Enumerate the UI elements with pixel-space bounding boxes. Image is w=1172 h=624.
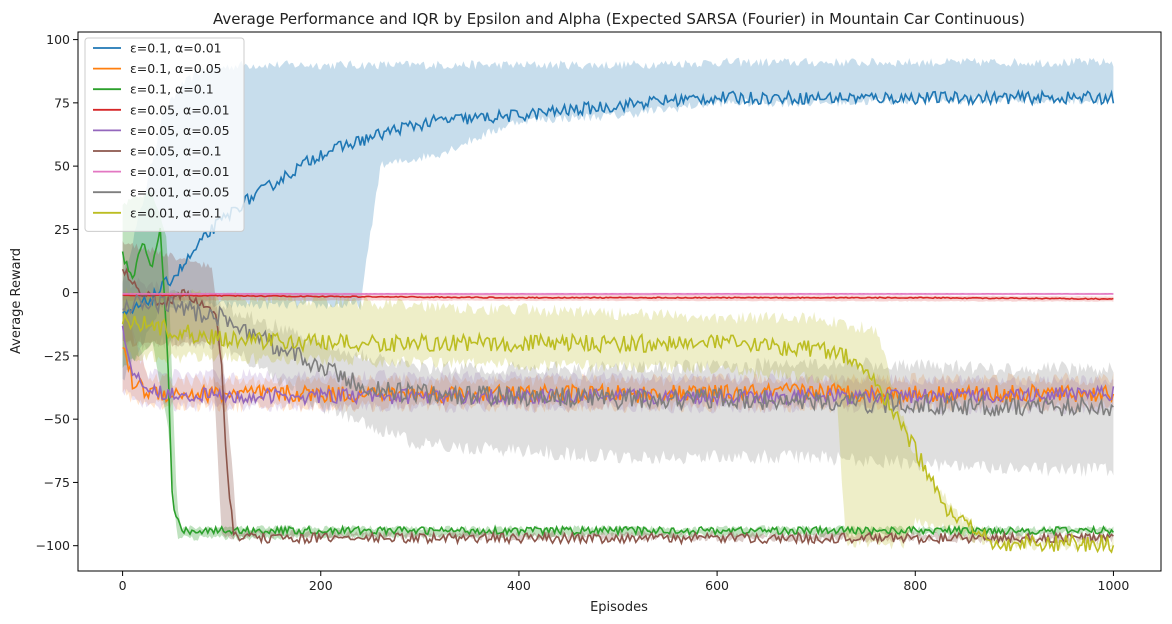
y-tick-label: 100 [46,32,70,47]
x-tick-label: 1000 [1098,578,1130,593]
iqr-band-5 [122,241,1114,545]
legend-label-2: ε=0.1, α=0.1 [130,82,214,97]
x-axis-title: Episodes [590,600,648,615]
series-line-5 [121,267,1114,546]
iqr-band-1 [122,309,1114,414]
legend-label-4: ε=0.05, α=0.05 [130,123,230,138]
legend-label-3: ε=0.05, α=0.01 [130,102,230,117]
y-tick-label: 75 [54,95,70,110]
y-tick-label: 25 [54,222,70,237]
iqr-band-8 [122,287,1114,551]
x-tick-label: 0 [119,578,127,593]
y-axis-title: Average Reward [9,248,24,354]
x-tick-label: 600 [705,578,729,593]
plot-frame [77,31,1162,572]
y-tick-label: −75 [44,475,70,490]
series-lines [121,89,1115,554]
legend-label-8: ε=0.01, α=0.1 [130,205,222,220]
y-tick-label: 0 [62,285,70,300]
y-tick-label: 50 [54,159,70,174]
legend-label-0: ε=0.1, α=0.01 [130,41,222,56]
iqr-bands [122,57,1114,551]
x-axis: 0 200 400 600 800 1000 [119,571,1130,593]
series-line-7 [122,293,1114,417]
series-line-4 [121,325,1115,407]
iqr-band-0 [122,57,1114,381]
y-tick-label: −50 [44,412,70,427]
y-tick-label: −25 [44,348,70,363]
x-tick-label: 400 [507,578,531,593]
y-tick-label: −100 [36,538,70,553]
legend-label-6: ε=0.01, α=0.01 [130,164,230,179]
series-line-8 [121,311,1115,554]
legend: ε=0.1, α=0.01 ε=0.1, α=0.05 ε=0.1, α=0.1 ε=… [84,37,245,232]
legend-label-5: ε=0.05, α=0.1 [130,144,222,159]
series-line-3 [122,293,1114,301]
y-axis: −100 −75 −50 −25 0 25 50 75 100 [36,32,78,553]
chart-title: Average Performance and IQR by Epsilon a… [213,10,1025,28]
legend-label-7: ε=0.01, α=0.05 [130,185,230,200]
iqr-band-7 [122,273,1114,477]
legend-label-1: ε=0.1, α=0.05 [130,61,222,76]
x-tick-label: 200 [309,578,333,593]
series-line-2 [121,227,1115,538]
x-tick-label: 800 [903,578,927,593]
series-line-0 [122,89,1115,315]
legend-box [84,37,245,232]
iqr-band-4 [122,290,1114,415]
